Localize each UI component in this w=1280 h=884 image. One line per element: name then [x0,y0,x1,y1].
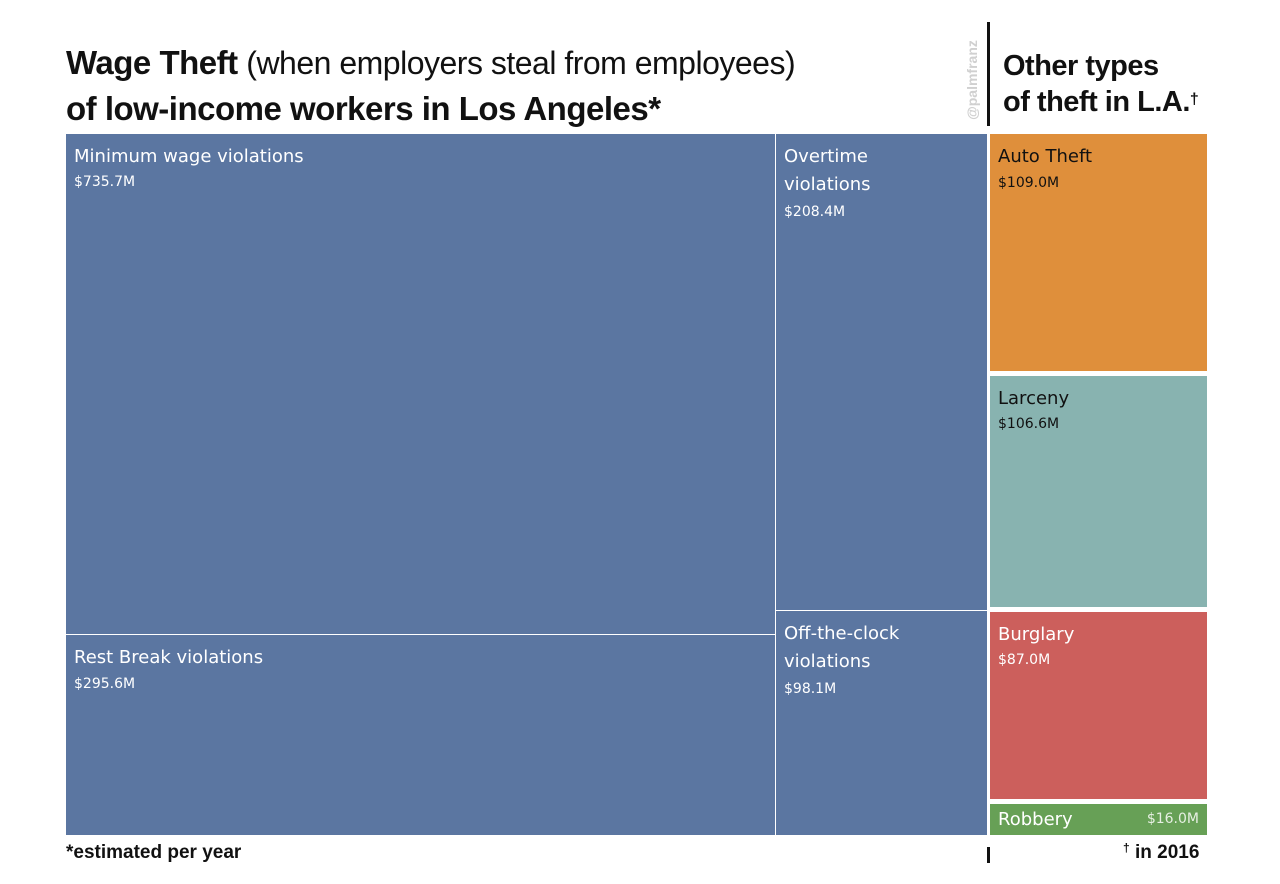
tile-label: Minimum wage violations [74,146,304,167]
chart-title: Wage Theft (when employers steal from em… [66,40,796,131]
footnote-dagger: † [1123,841,1130,855]
tile-rest-break: Rest Break violations $295.6M [66,635,775,835]
tile-value: $87.0M [998,652,1051,668]
tile-robbery: Robbery $16.0M [990,804,1207,835]
tile-larceny: Larceny $106.6M [990,376,1207,607]
tile-label: Overtime violations [784,146,871,195]
tile-value: $106.6M [998,416,1060,432]
tile-value: $735.7M [74,174,136,190]
other-theft-title-line-1: Other types [1003,50,1159,82]
footnote-estimate: *estimated per year [66,842,242,863]
tile-value: $16.0M [1146,811,1199,827]
other-theft-title-line-2: of theft in L.A.† [1003,84,1199,120]
tile-label: Rest Break violations [74,647,264,668]
tile-auto-theft: Auto Theft $109.0M [990,134,1207,371]
tile-value: $109.0M [998,175,1060,191]
tile-label: Off-the-clock violations [784,623,900,672]
title-subtitle-text: (when employers steal from employees) [246,45,796,81]
title-line-1: Wage Theft (when employers steal from em… [66,40,796,86]
other-theft-title: Other types of theft in L.A.† [1003,48,1199,120]
tile-value: $208.4M [784,204,846,220]
tile-label: Burglary [998,624,1075,645]
dagger-mark: † [1189,91,1199,108]
tile-label: Robbery [998,809,1073,830]
author-credit: @palmfranz [964,40,980,120]
section-divider-bottom [987,847,990,863]
title-line-2: of low-income workers in Los Angeles* [66,90,661,127]
section-divider-top [987,22,990,126]
tile-burglary: Burglary $87.0M [990,612,1207,799]
tile-label: Larceny [998,388,1070,409]
footnote-year: † in 2016 [1123,841,1200,864]
tile-label: Auto Theft [998,146,1093,167]
other-theft-title-text: of theft in L.A. [1003,86,1190,118]
tile-overtime: Overtime violations $208.4M [776,134,987,610]
title-bold-text: Wage Theft [66,44,238,81]
tile-value: $98.1M [784,681,837,697]
tile-off-the-clock: Off-the-clock violations $98.1M [776,611,987,835]
footnote-year-text: in 2016 [1134,842,1200,863]
tile-value: $295.6M [74,676,136,692]
tile-minimum-wage: Minimum wage violations $735.7M [66,134,775,634]
